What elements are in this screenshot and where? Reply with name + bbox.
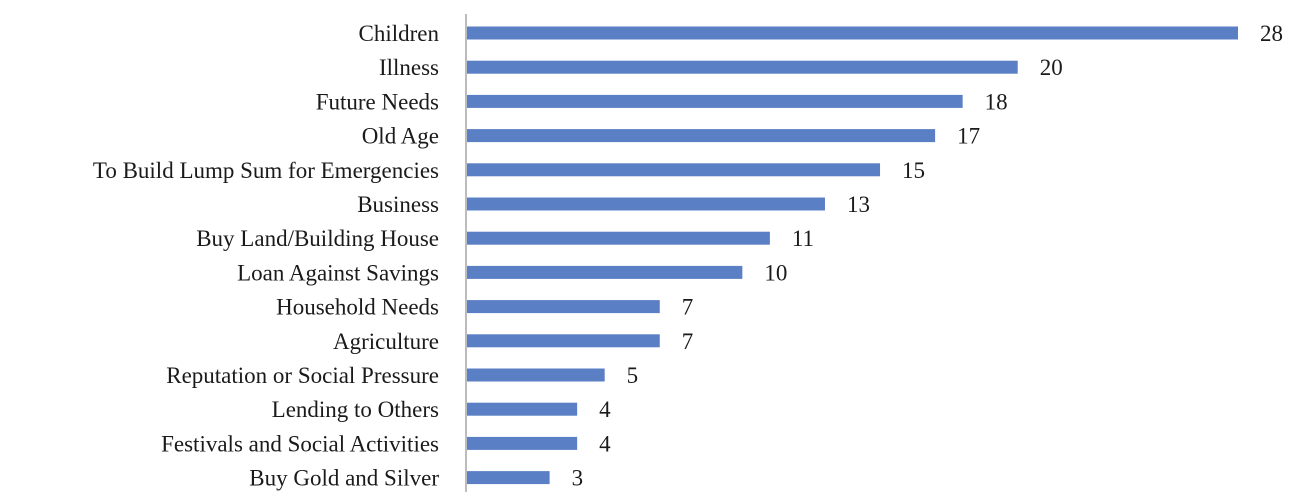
bar (467, 231, 770, 245)
data-label: 7 (682, 295, 694, 320)
data-label: 4 (599, 397, 611, 422)
category-label: Loan Against Savings (237, 260, 439, 285)
bar (467, 300, 660, 314)
category-label: Buy Land/Building House (196, 226, 439, 251)
bar (467, 197, 825, 211)
category-label: Reputation or Social Pressure (166, 363, 439, 388)
data-label: 11 (792, 226, 814, 251)
category-label: Agriculture (333, 329, 439, 354)
category-label: Business (357, 192, 439, 217)
bar (467, 265, 743, 279)
data-label: 10 (764, 260, 787, 285)
data-label: 17 (957, 124, 980, 149)
category-label: Lending to Others (272, 397, 439, 422)
category-label: Festivals and Social Activities (161, 431, 439, 456)
bar (467, 436, 578, 450)
bar (467, 163, 881, 177)
bar (467, 402, 578, 416)
data-label: 18 (985, 89, 1008, 114)
data-label: 3 (572, 466, 584, 491)
data-label: 13 (847, 192, 870, 217)
bar (467, 129, 936, 143)
data-label: 4 (599, 431, 611, 456)
data-label: 7 (682, 329, 694, 354)
data-label: 20 (1040, 55, 1063, 80)
bar (467, 368, 605, 382)
category-label: Children (359, 21, 440, 46)
category-label: To Build Lump Sum for Emergencies (93, 158, 439, 183)
data-label: 15 (902, 158, 925, 183)
bar (467, 60, 1018, 74)
bar (467, 471, 550, 485)
category-label: Old Age (362, 124, 439, 149)
category-labels: Children Illness Future Needs Old Age To Bui… (93, 21, 440, 491)
bar (467, 334, 660, 348)
category-label: Household Needs (276, 295, 439, 320)
bars (467, 26, 1238, 485)
category-label: Future Needs (316, 89, 439, 114)
data-label: 28 (1260, 21, 1283, 46)
category-label: Buy Gold and Silver (249, 466, 439, 491)
data-label: 5 (627, 363, 639, 388)
bar (467, 26, 1238, 40)
category-label: Illness (379, 55, 439, 80)
bar (467, 94, 963, 108)
